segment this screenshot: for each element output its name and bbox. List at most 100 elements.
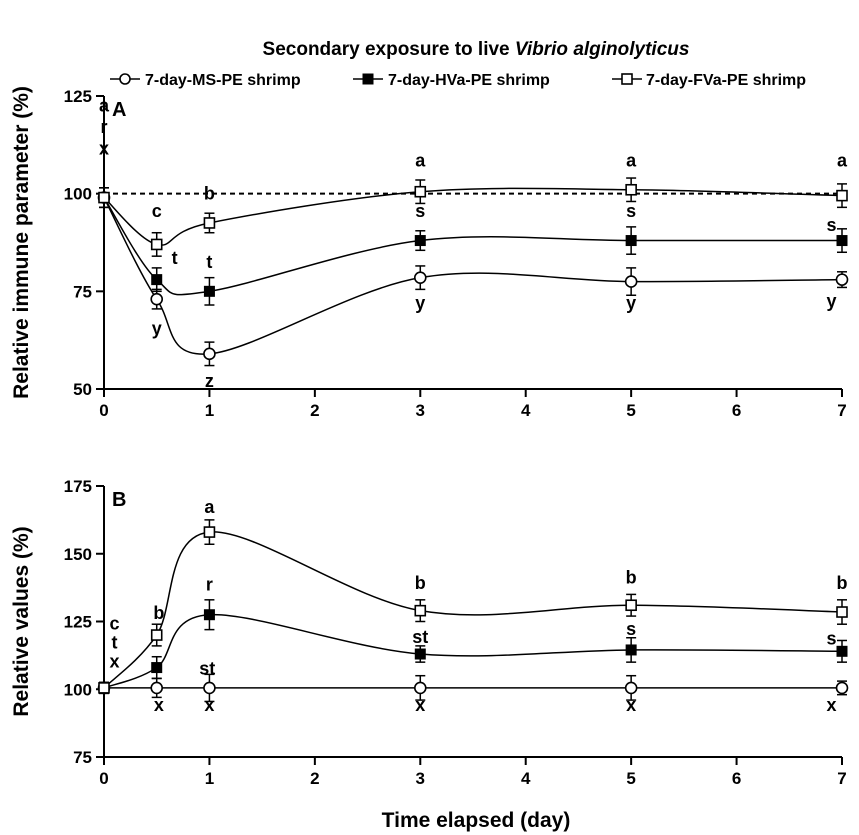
y-axis-label: Relative values (%) xyxy=(10,526,33,716)
data-point xyxy=(414,235,426,247)
x-tick-label: 3 xyxy=(416,401,425,420)
data-point xyxy=(625,644,637,656)
series-line xyxy=(103,613,843,689)
data-point xyxy=(836,606,848,618)
significance-letter: x xyxy=(826,695,836,715)
legend-item-ms-pe: 7-day-MS-PE shrimp xyxy=(110,72,301,89)
significance-letter: z xyxy=(205,371,214,391)
data-point xyxy=(414,185,427,198)
significance-letter: b xyxy=(837,573,848,593)
panel-label: A xyxy=(112,99,126,121)
x-tick-label: 0 xyxy=(99,769,108,788)
x-tick-label: 3 xyxy=(416,769,425,788)
series-open-square xyxy=(98,519,848,695)
data-point xyxy=(150,681,164,695)
y-tick-label: 75 xyxy=(73,282,92,301)
title-organism: Vibrio alginolyticus xyxy=(515,39,690,60)
legend: 7-day-MS-PE shrimp 7-day-HVa-PE shrimp 7… xyxy=(110,72,806,89)
significance-letter: s xyxy=(826,629,836,649)
x-tick-label: 0 xyxy=(99,401,108,420)
data-point xyxy=(203,681,216,695)
y-tick-label: 175 xyxy=(64,477,92,496)
significance-letter: b xyxy=(626,568,637,588)
series-open-square xyxy=(98,177,848,257)
x-tick-label: 6 xyxy=(732,401,741,420)
x-tick-label: 7 xyxy=(837,769,846,788)
legend-item-hva-pe: 7-day-HVa-PE shrimp xyxy=(353,72,550,89)
data-point xyxy=(624,275,638,288)
data-point xyxy=(414,604,427,617)
significance-letter: a xyxy=(204,497,215,517)
x-axis-label: Time elapsed (day) xyxy=(382,809,571,832)
data-point xyxy=(835,681,849,695)
significance-letter: s xyxy=(826,215,836,235)
data-point xyxy=(836,189,848,202)
significance-letter: st xyxy=(412,627,428,647)
significance-letter: s xyxy=(415,201,425,221)
data-point xyxy=(203,526,216,538)
significance-letter: x xyxy=(110,652,120,672)
title-prefix: Secondary exposure to live xyxy=(263,39,515,60)
significance-letter: s xyxy=(626,201,636,221)
x-tick-label: 2 xyxy=(310,769,319,788)
x-tick-label: 1 xyxy=(205,401,214,420)
significance-letter: x xyxy=(415,695,425,715)
significance-letter: c xyxy=(110,614,120,634)
significance-letter: b xyxy=(415,573,426,593)
data-point xyxy=(98,191,110,204)
x-tick-label: 5 xyxy=(626,401,635,420)
significance-letter: r xyxy=(100,117,107,137)
significance-letter: y xyxy=(415,293,425,313)
significance-letter: a xyxy=(99,96,110,116)
x-tick-label: 1 xyxy=(205,769,214,788)
data-point xyxy=(625,235,637,247)
legend-label-ms-pe: 7-day-MS-PE shrimp xyxy=(145,72,301,89)
significance-letter: b xyxy=(204,184,215,204)
data-point xyxy=(150,629,163,641)
significance-letter: y xyxy=(826,291,836,311)
data-point xyxy=(413,681,427,695)
series-filled-square xyxy=(98,599,848,695)
x-tick-label: 6 xyxy=(732,769,741,788)
significance-letter: t xyxy=(172,248,178,268)
significance-letter: r xyxy=(206,574,213,594)
significance-letter: st xyxy=(199,658,215,678)
y-tick-label: 100 xyxy=(64,185,92,204)
significance-letter: a xyxy=(626,150,637,170)
legend-marker-open-circle xyxy=(119,73,131,85)
data-point xyxy=(624,681,638,695)
data-point xyxy=(98,682,110,694)
series-filled-square xyxy=(98,187,848,306)
data-point xyxy=(414,648,426,660)
x-tick-label: 7 xyxy=(837,401,846,420)
x-tick-label: 4 xyxy=(521,401,531,420)
significance-letter: a xyxy=(415,150,426,170)
significance-letter: t xyxy=(206,252,212,272)
data-point xyxy=(203,347,216,361)
data-point xyxy=(203,285,215,297)
legend-label-hva-pe: 7-day-HVa-PE shrimp xyxy=(388,72,550,89)
data-point xyxy=(625,183,637,196)
data-point xyxy=(151,662,163,674)
legend-item-fva-pe: 7-day-FVa-PE shrimp xyxy=(612,72,806,89)
data-point xyxy=(150,238,163,251)
x-tick-label: 2 xyxy=(310,401,319,420)
significance-letter: y xyxy=(626,293,636,313)
series-line xyxy=(103,531,843,689)
legend-marker-open-square xyxy=(621,73,633,85)
y-tick-label: 150 xyxy=(64,545,92,564)
y-tick-label: 125 xyxy=(64,87,92,106)
legend-marker-filled-square xyxy=(362,73,374,85)
y-tick-label: 75 xyxy=(73,748,92,767)
series-open-circle xyxy=(97,673,849,703)
data-point xyxy=(413,271,427,284)
significance-letter: x xyxy=(204,695,214,715)
legend-label-fva-pe: 7-day-FVa-PE shrimp xyxy=(646,72,806,89)
panel-a: 50 75 100 125 0 1 2 3 4 5 6 7 Relative immune parame… xyxy=(10,86,849,420)
data-point xyxy=(151,274,163,286)
significance-letter: x xyxy=(99,139,109,159)
significance-letter: c xyxy=(152,201,162,221)
panel-label: B xyxy=(112,489,126,511)
data-point xyxy=(625,599,637,612)
x-tick-label: 5 xyxy=(626,769,635,788)
